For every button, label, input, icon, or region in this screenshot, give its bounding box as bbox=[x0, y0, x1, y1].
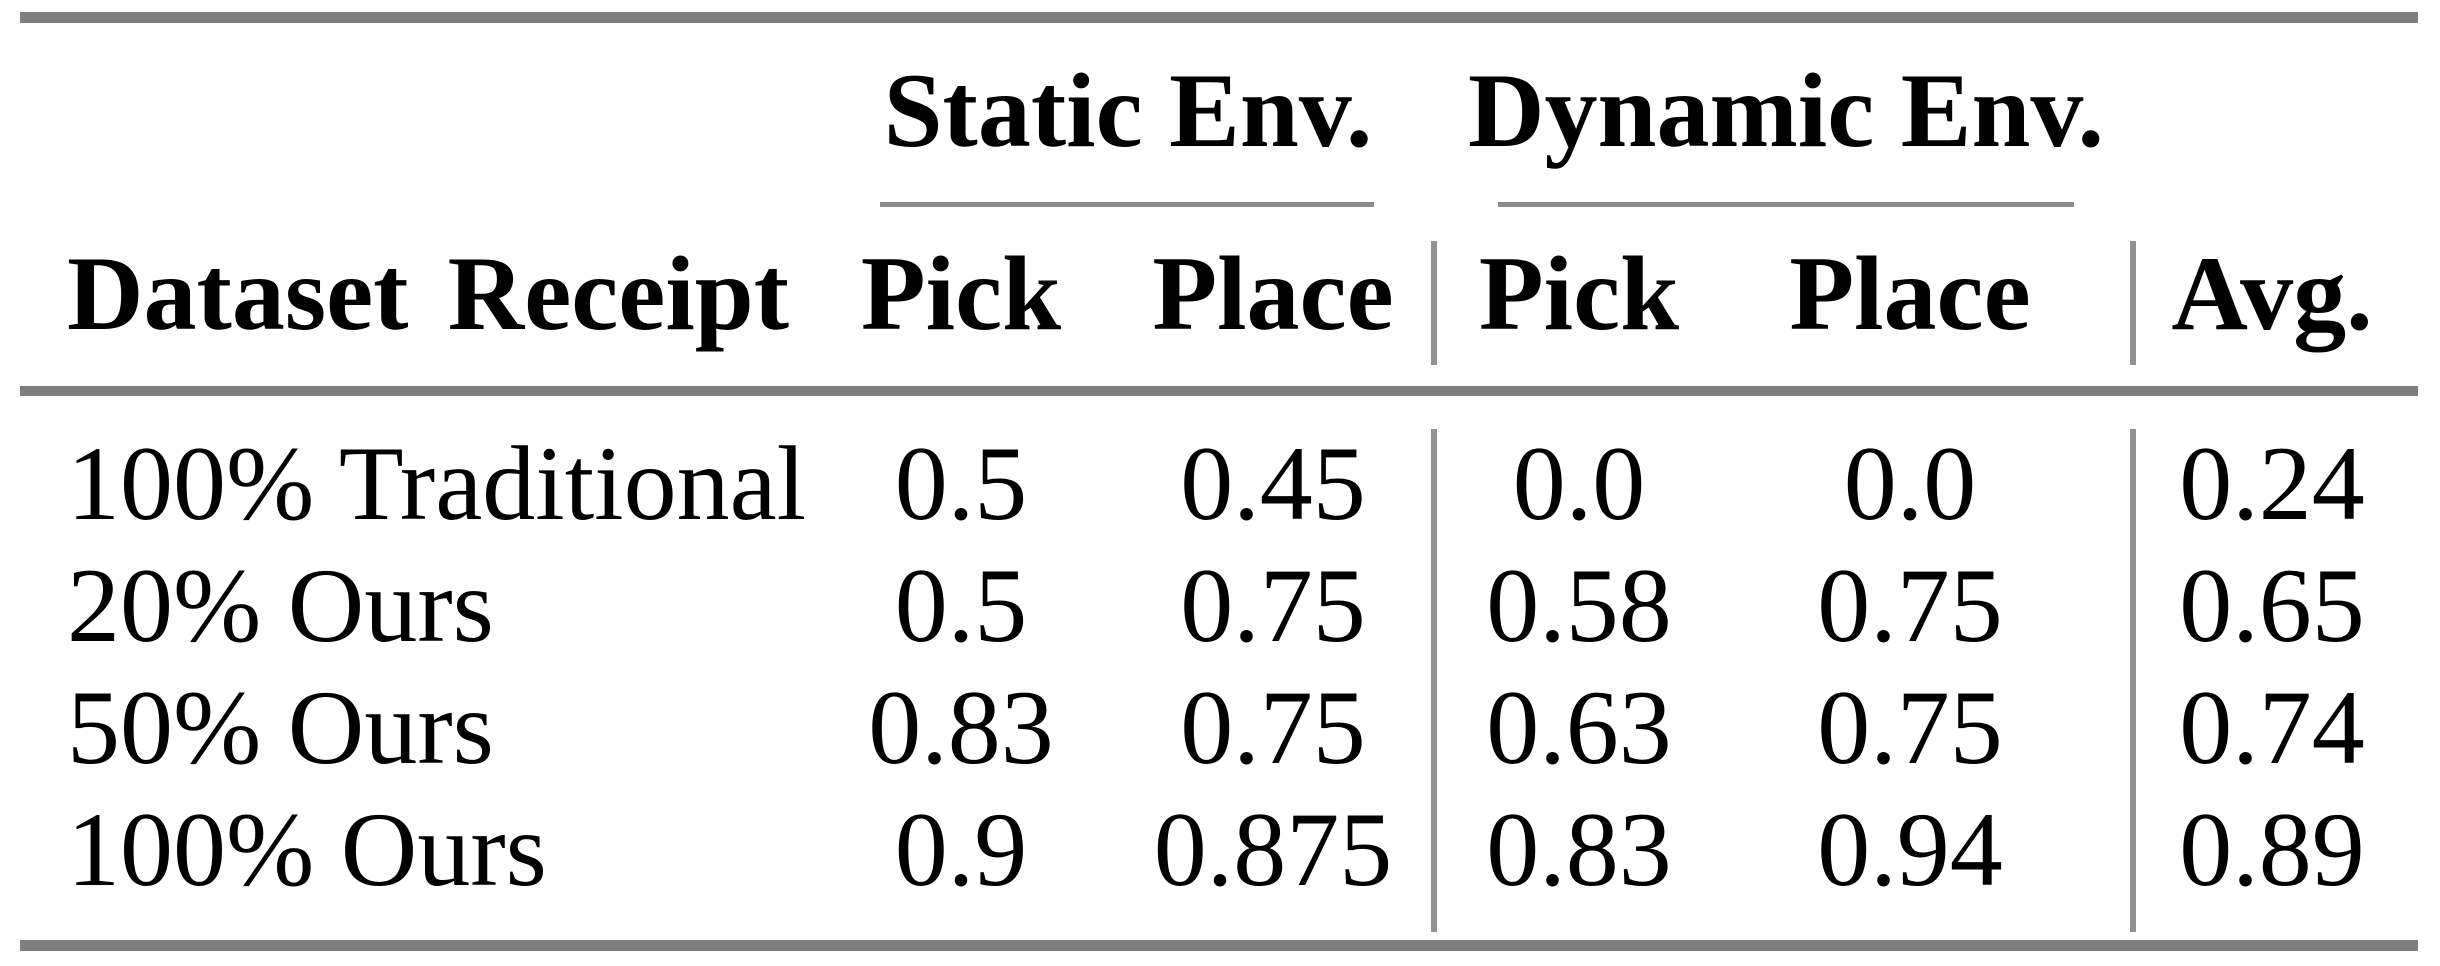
top-rule bbox=[20, 12, 2418, 23]
row-1-static-place-cell: 0.75 bbox=[1180, 547, 1366, 664]
row-3-dynamic-place-cell: 0.94 bbox=[1817, 791, 2003, 908]
row-2-avg-cell: 0.74 bbox=[2179, 669, 2365, 786]
header-static-pick: Pick bbox=[860, 235, 1062, 352]
header-rule bbox=[20, 386, 2418, 396]
static-env-underline bbox=[880, 202, 1374, 207]
dynamic-env-underline bbox=[1498, 202, 2074, 207]
column-separator-1-body bbox=[1431, 429, 1437, 932]
header-dataset-receipt: Dataset Receipt bbox=[67, 235, 790, 352]
row-3-dynamic-pick-cell: 0.83 bbox=[1486, 791, 1672, 908]
row-2-dynamic-place-cell: 0.75 bbox=[1817, 669, 2003, 786]
row-3-dataset-label: 100% Ours bbox=[67, 791, 547, 908]
bottom-rule bbox=[20, 940, 2418, 951]
row-1-avg-cell: 0.65 bbox=[2179, 547, 2365, 664]
row-0-dataset-label: 100% Traditional bbox=[67, 425, 807, 542]
column-separator-2-body bbox=[2130, 429, 2136, 932]
row-1-dynamic-pick-cell: 0.58 bbox=[1486, 547, 1672, 664]
row-3-avg-cell: 0.89 bbox=[2179, 791, 2365, 908]
row-0-dynamic-place-cell: 0.0 bbox=[1843, 425, 1977, 542]
row-2-dataset-label: 50% Ours bbox=[67, 669, 494, 786]
column-group-static-env: Static Env. bbox=[883, 52, 1373, 169]
column-separator-2-header bbox=[2130, 241, 2136, 365]
row-3-static-place-cell: 0.875 bbox=[1153, 791, 1393, 908]
column-separator-1-header bbox=[1431, 241, 1437, 365]
row-0-static-pick-cell: 0.5 bbox=[894, 425, 1028, 542]
row-1-static-pick-cell: 0.5 bbox=[894, 547, 1028, 664]
row-0-dynamic-pick-cell: 0.0 bbox=[1512, 425, 1646, 542]
row-1-dynamic-place-cell: 0.75 bbox=[1817, 547, 2003, 664]
row-1-dataset-label: 20% Ours bbox=[67, 547, 494, 664]
row-2-dynamic-pick-cell: 0.63 bbox=[1486, 669, 1672, 786]
row-2-static-place-cell: 0.75 bbox=[1180, 669, 1366, 786]
header-static-place: Place bbox=[1152, 235, 1394, 352]
header-avg: Avg. bbox=[2171, 235, 2373, 352]
row-0-static-place-cell: 0.45 bbox=[1180, 425, 1366, 542]
row-3-static-pick-cell: 0.9 bbox=[894, 791, 1028, 908]
header-dynamic-place: Place bbox=[1789, 235, 2031, 352]
column-group-dynamic-env: Dynamic Env. bbox=[1467, 52, 2105, 169]
header-dynamic-pick: Pick bbox=[1478, 235, 1680, 352]
row-0-avg-cell: 0.24 bbox=[2179, 425, 2365, 542]
row-2-static-pick-cell: 0.83 bbox=[868, 669, 1054, 786]
